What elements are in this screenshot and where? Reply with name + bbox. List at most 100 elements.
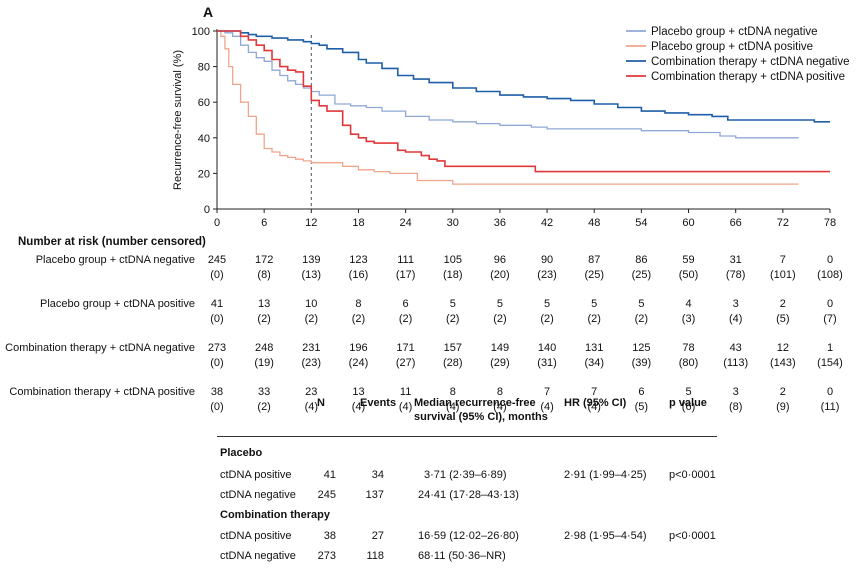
risk-censored-value: (78) bbox=[725, 269, 746, 281]
legend-label-0: Placebo group + ctDNA negative bbox=[651, 26, 818, 38]
risk-at-risk-value: 149 bbox=[490, 342, 510, 354]
header-median-line1: Median recurrence-free bbox=[414, 397, 536, 409]
risk-censored-value: (0) bbox=[210, 357, 224, 369]
header-rule bbox=[217, 436, 717, 437]
risk-at-risk-value: 131 bbox=[585, 342, 604, 354]
risk-at-risk-value: 0 bbox=[826, 298, 834, 310]
header-n: N bbox=[317, 397, 325, 409]
risk-censored-value: (2) bbox=[398, 313, 413, 325]
risk-at-risk-value: 8 bbox=[449, 386, 456, 398]
y-tick-label: 0 bbox=[204, 204, 210, 216]
header-p: p value bbox=[669, 397, 707, 409]
risk-at-risk-value: 245 bbox=[207, 254, 227, 266]
header-events: Events bbox=[360, 397, 397, 409]
row-label: ctDNA positive bbox=[220, 530, 292, 542]
risk-censored-value: (4) bbox=[587, 401, 601, 413]
risk-at-risk-value: 31 bbox=[729, 254, 742, 266]
risk-censored-value: (39) bbox=[631, 357, 652, 369]
x-tick-label: 72 bbox=[777, 217, 789, 229]
header-median-line2: survival (95% CI), months bbox=[414, 411, 548, 423]
risk-censored-value: (2) bbox=[446, 313, 460, 325]
risk-censored-value: (143) bbox=[770, 357, 796, 369]
risk-at-risk-value: 273 bbox=[207, 342, 227, 354]
x-tick-label: 78 bbox=[824, 217, 836, 229]
risk-censored-value: (23) bbox=[537, 269, 557, 281]
risk-at-risk-value: 1 bbox=[826, 342, 834, 354]
risk-censored-value: (80) bbox=[678, 357, 699, 369]
risk-row-label: Placebo group + ctDNA negative bbox=[35, 254, 195, 266]
y-tick-label: 100 bbox=[192, 26, 210, 38]
risk-censored-value: (5) bbox=[776, 313, 790, 325]
risk-at-risk-value: 111 bbox=[397, 254, 414, 266]
row-label: ctDNA positive bbox=[220, 469, 292, 481]
risk-at-risk-value: 157 bbox=[443, 342, 462, 354]
risk-at-risk-value: 41 bbox=[210, 298, 224, 310]
row-n: 273 bbox=[317, 550, 336, 562]
risk-censored-value: (0) bbox=[210, 401, 224, 413]
x-tick-label: 18 bbox=[352, 217, 364, 229]
risk-censored-value: (0) bbox=[210, 313, 224, 325]
risk-censored-value: (34) bbox=[584, 357, 604, 369]
row-n: 41 bbox=[323, 469, 336, 481]
header-hr: HR (95% CI) bbox=[564, 397, 627, 409]
risk-censored-value: (24) bbox=[348, 357, 369, 369]
risk-at-risk-value: 8 bbox=[496, 386, 503, 398]
risk-at-risk-value: 33 bbox=[258, 386, 271, 398]
x-tick-label: 0 bbox=[214, 217, 220, 229]
row-median: 68·11 (50·36–NR) bbox=[418, 550, 506, 562]
row-median: 3·71 (2·39–6·89) bbox=[424, 469, 507, 481]
risk-at-risk-value: 2 bbox=[779, 298, 786, 310]
risk-censored-value: (2) bbox=[257, 401, 271, 413]
risk-at-risk-value: 248 bbox=[254, 342, 274, 354]
risk-at-risk-value: 3 bbox=[732, 298, 739, 310]
risk-censored-value: (4) bbox=[493, 401, 507, 413]
risk-censored-value: (6) bbox=[681, 401, 696, 413]
risk-censored-value: (4) bbox=[446, 401, 460, 413]
row-hr: 2·98 (1·95–4·54) bbox=[564, 530, 647, 542]
x-tick-label: 66 bbox=[730, 217, 742, 229]
risk-censored-value: (4) bbox=[351, 401, 366, 413]
risk-censored-value: (2) bbox=[540, 313, 554, 325]
legend-label-1: Placebo group + ctDNA positive bbox=[651, 41, 813, 53]
risk-censored-value: (154) bbox=[817, 357, 843, 369]
risk-at-risk-value: 7 bbox=[779, 254, 786, 266]
group-combination: Combination therapy bbox=[220, 509, 331, 521]
risk-at-risk-value: 140 bbox=[537, 342, 557, 354]
risk-at-risk-value: 6 bbox=[402, 298, 409, 310]
x-tick-label: 36 bbox=[494, 217, 506, 229]
risk-censored-value: (23) bbox=[301, 357, 322, 369]
risk-censored-value: (113) bbox=[723, 357, 749, 369]
x-tick-label: 54 bbox=[635, 217, 647, 229]
row-p: p<0·0001 bbox=[669, 469, 716, 481]
risk-at-risk-value: 7 bbox=[591, 386, 598, 398]
risk-at-risk-value: 2 bbox=[779, 386, 786, 398]
y-axis-label: Recurrence-free survival (%) bbox=[172, 50, 184, 190]
risk-at-risk-value: 5 bbox=[638, 298, 645, 310]
risk-censored-value: (2) bbox=[257, 313, 271, 325]
series-line-2 bbox=[217, 30, 830, 123]
risk-censored-value: (2) bbox=[493, 313, 507, 325]
x-tick-label: 60 bbox=[682, 217, 694, 229]
risk-at-risk-value: 12 bbox=[776, 342, 789, 354]
risk-censored-value: (20) bbox=[490, 269, 510, 281]
risk-censored-value: (13) bbox=[301, 269, 322, 281]
risk-row-label: Placebo group + ctDNA positive bbox=[39, 298, 195, 310]
risk-censored-value: (7) bbox=[823, 313, 837, 325]
risk-at-risk-value: 43 bbox=[729, 342, 742, 354]
risk-row-label: Combination therapy + ctDNA negative bbox=[5, 342, 195, 354]
row-n: 245 bbox=[317, 489, 336, 501]
y-tick-label: 20 bbox=[198, 168, 210, 180]
risk-row-label: Combination therapy + ctDNA positive bbox=[9, 386, 195, 398]
risk-at-risk-value: 86 bbox=[635, 254, 648, 266]
x-tick-label: 42 bbox=[541, 217, 553, 229]
risk-censored-value: (2) bbox=[304, 313, 319, 325]
risk-at-risk-value: 231 bbox=[302, 342, 321, 354]
x-tick-label: 6 bbox=[261, 217, 267, 229]
risk-at-risk-value: 8 bbox=[355, 298, 362, 310]
risk-censored-value: (28) bbox=[442, 357, 463, 369]
risk-at-risk-value: 139 bbox=[302, 254, 321, 266]
x-tick-label: 30 bbox=[447, 217, 459, 229]
risk-at-risk-value: 5 bbox=[544, 298, 551, 310]
risk-at-risk-value: 0 bbox=[826, 254, 834, 266]
risk-censored-value: (18) bbox=[442, 269, 463, 281]
